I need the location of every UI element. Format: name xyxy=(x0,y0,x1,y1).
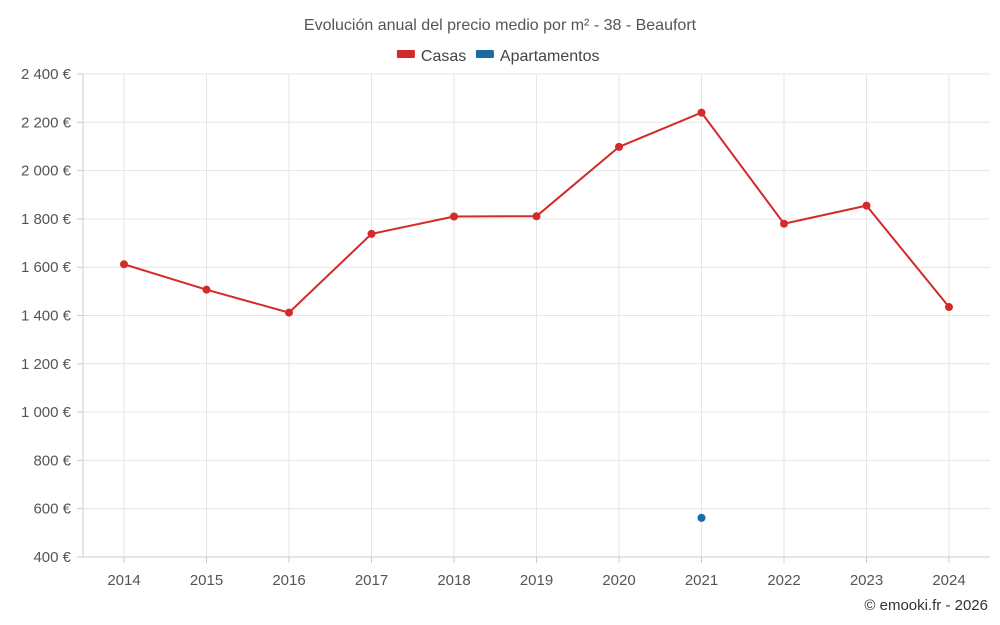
y-tick-label: 2 000 € xyxy=(21,163,72,180)
x-tick-label: 2018 xyxy=(437,572,470,589)
y-tick-label: 1 800 € xyxy=(21,211,72,228)
data-point-casas[interactable] xyxy=(945,303,953,312)
data-point-casas[interactable] xyxy=(450,212,458,221)
data-point-casas[interactable] xyxy=(202,285,211,294)
data-point-casas[interactable] xyxy=(780,219,788,228)
x-tick-label: 2016 xyxy=(272,572,305,589)
series-layer xyxy=(120,108,953,522)
data-point-casas[interactable] xyxy=(862,201,871,210)
legend-label-apartamentos[interactable]: Apartamentos xyxy=(500,48,600,65)
data-point-casas[interactable] xyxy=(367,229,376,238)
x-tick-label: 2017 xyxy=(355,572,388,589)
y-tick-label: 1 200 € xyxy=(21,356,72,373)
y-tick-label: 2 400 € xyxy=(21,66,72,83)
data-point-casas[interactable] xyxy=(615,142,623,151)
legend-label-casas[interactable]: Casas xyxy=(421,48,466,65)
legend: Casas Apartamentos xyxy=(396,48,600,65)
x-tick-label: 2020 xyxy=(602,572,635,589)
x-tick-label: 2022 xyxy=(767,572,800,589)
data-point-apartamentos[interactable] xyxy=(697,513,706,522)
x-axis-ticks: 2014 2015 2016 2017 2018 2019 2020 2021 2022 2023… xyxy=(107,557,966,589)
y-axis-ticks: 400 € 600 € 800 € 1 000 € 1 200 € 1 400 € 1 60… xyxy=(21,66,83,566)
data-point-casas[interactable] xyxy=(697,108,706,117)
x-tick-label: 2024 xyxy=(932,572,965,589)
data-point-casas[interactable] xyxy=(120,260,128,269)
credit-text: © emooki.fr - 2026 xyxy=(864,597,988,614)
y-tick-label: 1 000 € xyxy=(21,404,72,421)
chart-title: Evolución anual del precio medio por m² … xyxy=(304,17,697,34)
y-tick-label: 400 € xyxy=(33,549,71,566)
x-tick-label: 2015 xyxy=(190,572,223,589)
legend-swatch-apartamentos[interactable] xyxy=(475,50,494,58)
x-tick-label: 2023 xyxy=(850,572,883,589)
y-tick-label: 1 600 € xyxy=(21,259,72,276)
y-tick-label: 800 € xyxy=(33,452,71,469)
x-tick-label: 2019 xyxy=(520,572,553,589)
x-tick-label: 2014 xyxy=(107,572,140,589)
data-point-casas[interactable] xyxy=(285,308,293,317)
data-point-casas[interactable] xyxy=(532,212,541,221)
legend-swatch-casas[interactable] xyxy=(396,50,415,58)
y-tick-label: 2 200 € xyxy=(21,114,72,131)
y-tick-label: 600 € xyxy=(33,501,71,518)
grid-lines xyxy=(82,73,990,558)
y-tick-label: 1 400 € xyxy=(21,308,72,325)
x-tick-label: 2021 xyxy=(685,572,718,589)
